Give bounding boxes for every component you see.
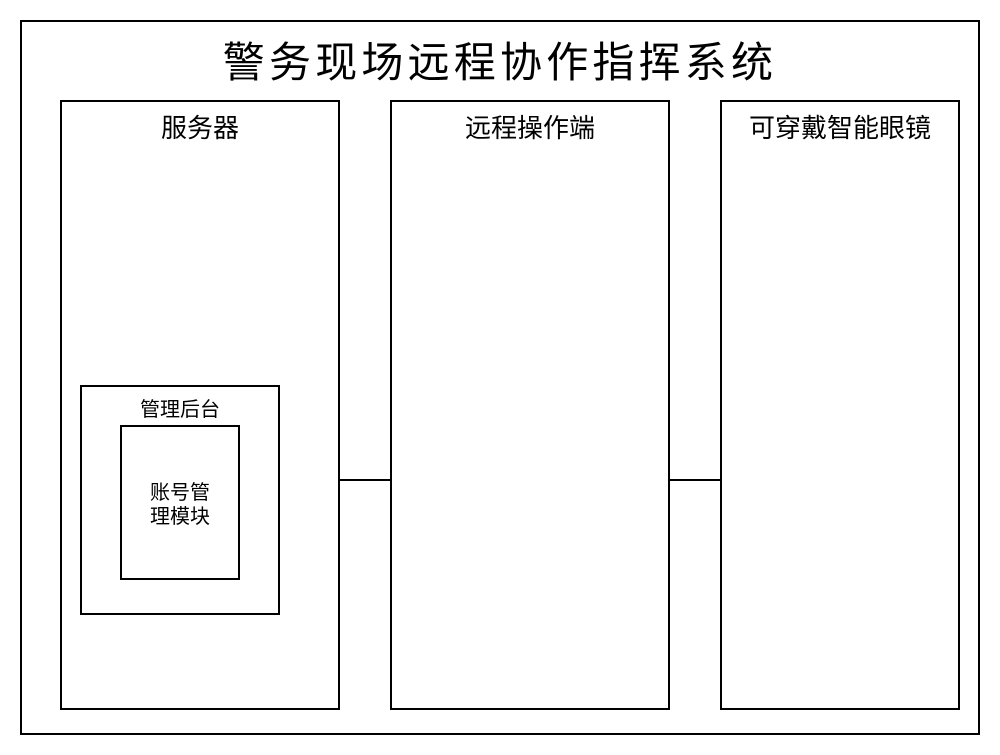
remote-label: 远程操作端 [392,108,668,145]
backend-label: 管理后台 [82,393,278,422]
glasses-label: 可穿戴智能眼镜 [722,108,958,145]
diagram-title: 警务现场远程协作指挥系统 [0,29,1000,90]
account-label: 账号管理模块 [122,481,238,529]
server-label: 服务器 [62,108,338,145]
remote-box: 远程操作端 [390,100,670,710]
glasses-box: 可穿戴智能眼镜 [720,100,960,710]
account-box: 账号管理模块 [120,425,240,580]
connector-server-remote [340,479,390,481]
connector-remote-glasses [670,479,720,481]
